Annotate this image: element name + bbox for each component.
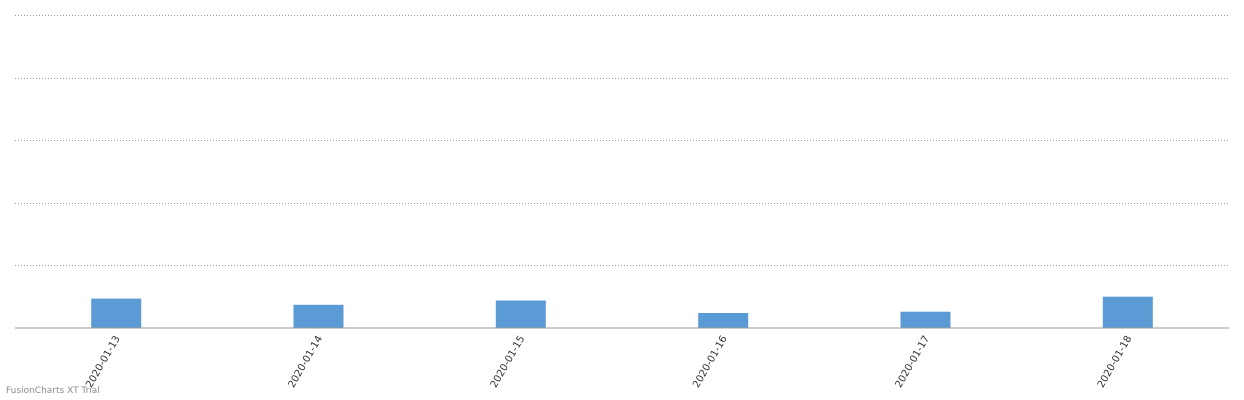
x-tick-label: 2020-01-18 xyxy=(1096,334,1135,390)
bar-2020-01-17[interactable] xyxy=(900,311,951,328)
x-tick-label: 2020-01-14 xyxy=(287,334,326,390)
bar-2020-01-14[interactable] xyxy=(293,304,344,328)
trial-watermark: FusionCharts XT Trial xyxy=(6,386,100,396)
bar-2020-01-15[interactable] xyxy=(495,300,546,329)
x-tick-labels: 2020-01-13 2020-01-14 2020-01-15 2020-01-16… xyxy=(84,334,1134,390)
bar-2020-01-16[interactable] xyxy=(698,313,749,328)
x-tick-label: 2020-01-15 xyxy=(489,334,528,390)
x-tick-label: 2020-01-17 xyxy=(894,334,933,390)
bar-2020-01-18[interactable] xyxy=(1102,296,1153,328)
x-tick-label: 2020-01-16 xyxy=(691,334,730,390)
bars xyxy=(91,296,1153,329)
x-tick-label: 2020-01-13 xyxy=(84,334,123,390)
bar-2020-01-13[interactable] xyxy=(91,298,142,328)
gridlines xyxy=(15,15,1229,266)
